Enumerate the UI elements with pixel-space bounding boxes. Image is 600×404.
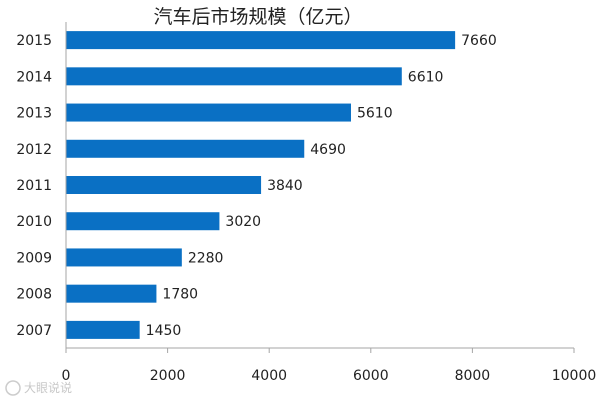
category-label-2010: 2010	[16, 214, 52, 230]
bar-2009	[66, 248, 182, 267]
data-label-2009: 2280	[188, 250, 224, 266]
category-label-2012: 2012	[16, 142, 52, 158]
bars-group	[66, 31, 456, 339]
category-label-2011: 2011	[16, 178, 52, 194]
bar-2015	[66, 31, 456, 50]
x-tick-label-6000: 6000	[353, 368, 389, 384]
category-label-2013: 2013	[16, 106, 52, 122]
category-label-2015: 2015	[16, 33, 52, 49]
data-label-2014: 6610	[408, 69, 444, 85]
x-tick-label-10000: 10000	[552, 368, 597, 384]
x-tick-label-0: 0	[62, 368, 71, 384]
watermark: 大眼说说	[5, 380, 72, 396]
x-tick-label-8000: 8000	[455, 368, 491, 384]
bar-2011	[66, 176, 262, 194]
category-labels: 2015 2014 2013 2012 2011 2010 2009 2008 2007	[16, 33, 52, 339]
bar-2010	[66, 212, 220, 231]
bar-2008	[66, 284, 157, 303]
data-label-2015: 7660	[461, 33, 497, 49]
category-label-2008: 2008	[16, 287, 52, 303]
data-label-2013: 5610	[357, 106, 393, 122]
data-label-2007: 1450	[146, 323, 182, 339]
data-label-2011: 3840	[267, 178, 303, 194]
bar-2012	[66, 139, 305, 158]
data-label-2008: 1780	[162, 287, 198, 303]
category-label-2014: 2014	[16, 69, 52, 85]
x-axis-ticks: 0 2000 4000 6000 8000 10000	[62, 348, 597, 384]
x-tick-label-2000: 2000	[150, 368, 186, 384]
bar-2013	[66, 103, 351, 122]
data-label-2010: 3020	[225, 214, 261, 230]
watermark-logo-icon	[5, 380, 21, 396]
bar-2014	[66, 67, 402, 86]
watermark-text: 大眼说说	[24, 380, 72, 395]
chart-title: 汽车后市场规模（亿元）	[153, 6, 362, 28]
category-label-2009: 2009	[16, 250, 52, 266]
data-label-2012: 4690	[310, 142, 346, 158]
x-tick-label-4000: 4000	[251, 368, 287, 384]
bar-2007	[66, 320, 140, 339]
category-label-2007: 2007	[16, 323, 52, 339]
data-labels: 7660 6610 5610 4690 3840 3020 2280 1780 1450	[146, 33, 497, 339]
